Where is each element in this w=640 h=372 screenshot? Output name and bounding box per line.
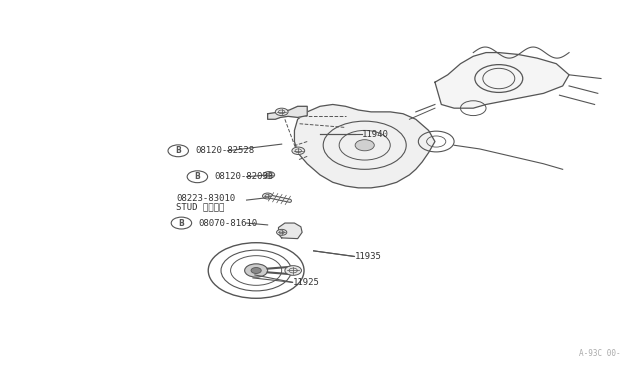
Text: 08070-81610: 08070-81610 xyxy=(198,219,258,228)
Circle shape xyxy=(263,171,275,178)
Circle shape xyxy=(292,147,305,154)
Text: 08120-82528: 08120-82528 xyxy=(195,146,255,155)
Text: B: B xyxy=(195,172,200,181)
Circle shape xyxy=(276,230,287,235)
Circle shape xyxy=(251,267,261,273)
Text: 08223-83010: 08223-83010 xyxy=(176,195,236,203)
Circle shape xyxy=(262,193,273,199)
Text: 08120-82033: 08120-82033 xyxy=(214,172,274,181)
Text: 11935: 11935 xyxy=(355,252,382,261)
Text: STUD スタッド: STUD スタッド xyxy=(176,202,225,211)
Polygon shape xyxy=(278,223,302,238)
Polygon shape xyxy=(268,106,307,119)
Text: 11940: 11940 xyxy=(362,129,388,139)
Text: A-93C 00-: A-93C 00- xyxy=(579,349,620,358)
Circle shape xyxy=(244,264,268,277)
Text: B: B xyxy=(179,219,184,228)
Polygon shape xyxy=(435,52,569,108)
Circle shape xyxy=(355,140,374,151)
Circle shape xyxy=(285,266,301,275)
Text: B: B xyxy=(175,146,181,155)
Text: 11925: 11925 xyxy=(293,278,320,287)
Polygon shape xyxy=(294,105,435,188)
Circle shape xyxy=(275,108,288,116)
